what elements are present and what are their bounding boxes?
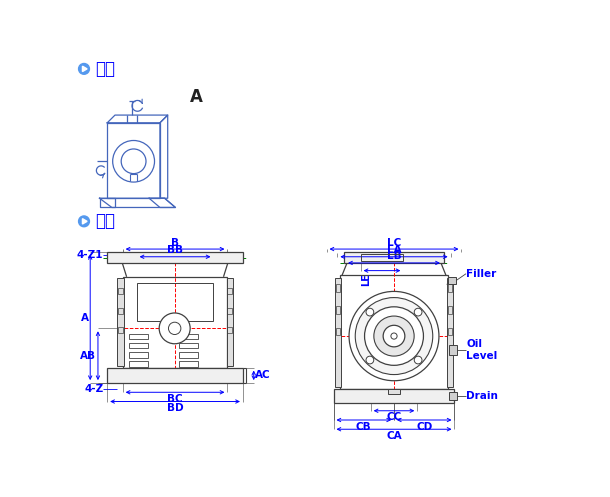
Polygon shape <box>99 198 115 207</box>
Bar <box>449 392 457 400</box>
Bar <box>118 308 123 314</box>
Text: LA: LA <box>387 245 401 255</box>
Bar <box>335 277 340 387</box>
Bar <box>129 361 148 367</box>
Bar <box>228 288 232 295</box>
Text: 4-Z1: 4-Z1 <box>77 250 103 260</box>
Bar <box>388 389 400 394</box>
Polygon shape <box>160 115 168 198</box>
Text: CB: CB <box>356 421 371 431</box>
Text: Oil
Level: Oil Level <box>466 339 497 361</box>
Text: BB: BB <box>167 245 183 255</box>
Circle shape <box>159 313 190 344</box>
Circle shape <box>366 308 374 316</box>
Text: CC: CC <box>386 413 401 422</box>
Polygon shape <box>82 219 87 224</box>
Bar <box>137 283 214 321</box>
Text: LC: LC <box>387 238 401 248</box>
Circle shape <box>79 64 90 74</box>
Bar <box>228 327 232 333</box>
Bar <box>336 328 340 335</box>
Bar <box>129 352 148 358</box>
Circle shape <box>349 291 439 381</box>
Text: Drain: Drain <box>466 391 498 401</box>
Bar <box>334 389 454 403</box>
Bar <box>118 288 123 295</box>
Bar <box>336 306 340 314</box>
Bar <box>448 328 452 335</box>
Bar <box>448 277 453 387</box>
Bar <box>107 368 243 383</box>
Text: CD: CD <box>416 421 432 431</box>
Polygon shape <box>99 198 176 207</box>
Circle shape <box>79 216 90 227</box>
Text: BC: BC <box>167 394 183 404</box>
Bar <box>118 327 123 333</box>
Polygon shape <box>82 66 87 72</box>
Bar <box>336 284 340 292</box>
Circle shape <box>365 307 423 365</box>
Bar <box>449 345 457 354</box>
Bar <box>123 277 228 368</box>
Bar <box>129 334 148 339</box>
Circle shape <box>383 326 405 347</box>
Bar <box>179 352 198 358</box>
Text: 規格: 規格 <box>95 212 115 230</box>
Bar <box>448 306 452 314</box>
Bar <box>226 278 233 366</box>
Circle shape <box>374 316 414 356</box>
Bar <box>361 253 403 261</box>
Bar <box>343 252 444 263</box>
Polygon shape <box>149 198 176 207</box>
Bar <box>340 275 448 389</box>
Circle shape <box>414 308 422 316</box>
Polygon shape <box>107 115 168 123</box>
Bar <box>228 308 232 314</box>
Polygon shape <box>107 123 160 198</box>
Text: AB: AB <box>81 351 96 361</box>
Bar <box>129 343 148 348</box>
Text: 4-Z: 4-Z <box>84 384 103 394</box>
Bar <box>107 252 243 263</box>
Bar <box>179 334 198 339</box>
Text: LB: LB <box>387 251 401 261</box>
Circle shape <box>355 298 432 375</box>
Text: A: A <box>81 313 88 323</box>
Bar <box>117 278 123 366</box>
Text: Filler: Filler <box>466 269 497 279</box>
Text: 軸向: 軸向 <box>95 60 115 78</box>
Text: BD: BD <box>167 403 184 413</box>
Bar <box>179 343 198 348</box>
Text: A: A <box>190 87 203 105</box>
Bar <box>448 277 456 284</box>
Text: LE: LE <box>361 273 371 286</box>
Text: CA: CA <box>386 431 402 441</box>
Text: B: B <box>171 238 179 248</box>
Bar <box>448 284 452 292</box>
Circle shape <box>366 356 374 364</box>
Bar <box>179 361 198 367</box>
Text: AC: AC <box>255 370 271 380</box>
Circle shape <box>414 356 422 364</box>
